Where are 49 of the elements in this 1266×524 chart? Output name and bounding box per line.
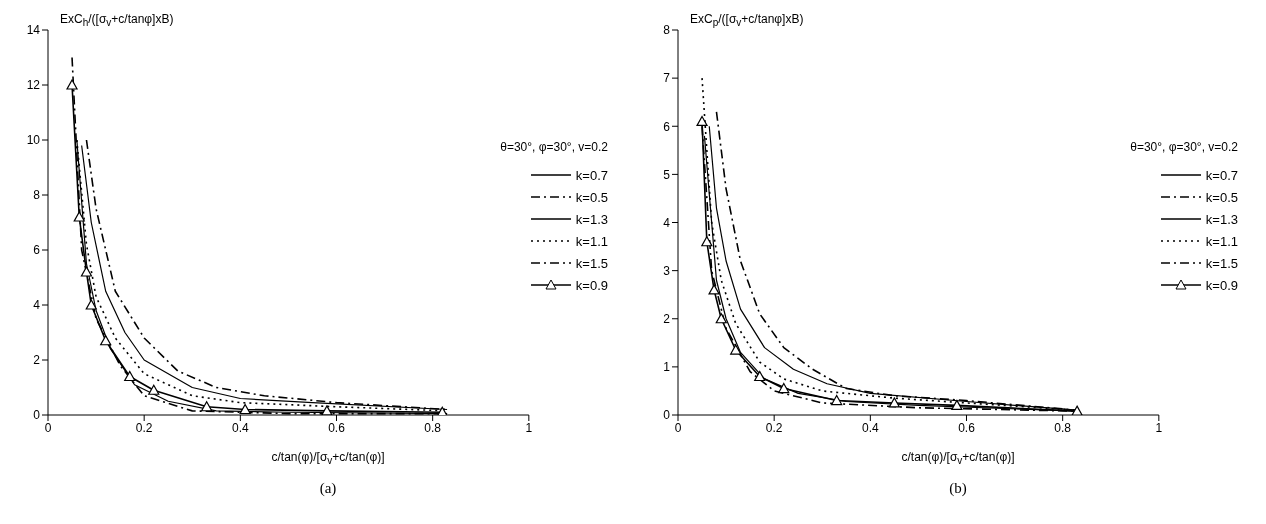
y-tick-label: 8 [663, 23, 671, 38]
legend-label: k=0.9 [1205, 277, 1238, 293]
x-tick-label: 0.2 [135, 420, 153, 435]
x-tick-label: 0 [674, 420, 682, 435]
y-tick-label: 12 [26, 78, 41, 93]
legend-label: k=0.7 [1205, 167, 1238, 183]
y-axis-title: ExC$_{h}$/([σ$_{v}$+c/tanφ]xB) [60, 12, 174, 29]
y-tick-label: 10 [26, 133, 41, 148]
legend-label: k=0.9 [575, 277, 608, 293]
annotation: θ=30°, φ=30°, v=0.2 [1130, 140, 1238, 154]
x-tick-label: 0.6 [328, 420, 346, 435]
x-axis-title: c/tan(φ)/[σ$_{v}$+c/tan(φ)] [900, 450, 1016, 467]
legend-label: k=0.5 [575, 189, 608, 205]
y-tick-label: 0 [33, 408, 41, 423]
y-tick-label: 5 [663, 167, 671, 182]
y-tick-label: 4 [33, 298, 41, 313]
x-tick-label: 0.8 [424, 420, 442, 435]
legend-label: k=1.3 [575, 211, 608, 227]
legend-label: k=1.3 [1205, 211, 1238, 227]
x-tick-label: 1 [525, 420, 533, 435]
x-tick-label: 0.4 [231, 420, 249, 435]
legend-label: k=0.7 [575, 167, 608, 183]
x-tick-label: 0.2 [765, 420, 783, 435]
x-tick-label: 0.8 [1054, 420, 1072, 435]
legend-label: k=1.1 [1205, 233, 1238, 249]
y-tick-label: 6 [33, 243, 41, 258]
x-axis-title: c/tan(φ)/[σ$_{v}$+c/tan(φ)] [270, 450, 386, 467]
y-tick-label: 2 [33, 353, 41, 368]
y-tick-label: 4 [663, 215, 671, 230]
x-tick-label: 1 [1155, 420, 1163, 435]
y-tick-label: 0 [663, 408, 671, 423]
y-tick-label: 6 [663, 119, 671, 134]
y-tick-label: 8 [33, 188, 41, 203]
y-tick-label: 1 [663, 360, 671, 375]
text: (b) [948, 480, 968, 497]
legend-label: k=1.5 [1205, 255, 1238, 271]
text: (a) [318, 480, 338, 497]
x-tick-label: 0.4 [861, 420, 879, 435]
y-tick-label: 2 [663, 312, 671, 327]
x-tick-label: 0 [44, 420, 52, 435]
annotation: θ=30°, φ=30°, v=0.2 [500, 140, 608, 154]
legend-label: k=1.1 [575, 233, 608, 249]
legend-label: k=1.5 [575, 255, 608, 271]
y-tick-label: 3 [663, 263, 671, 278]
y-tick-label: 14 [26, 23, 41, 38]
x-tick-label: 0.6 [958, 420, 976, 435]
y-axis-title: ExC$_{p}$/([σ$_{v}$+c/tanφ]xB) [690, 12, 804, 29]
legend-label: k=0.5 [1205, 189, 1238, 205]
y-tick-label: 7 [663, 71, 671, 86]
